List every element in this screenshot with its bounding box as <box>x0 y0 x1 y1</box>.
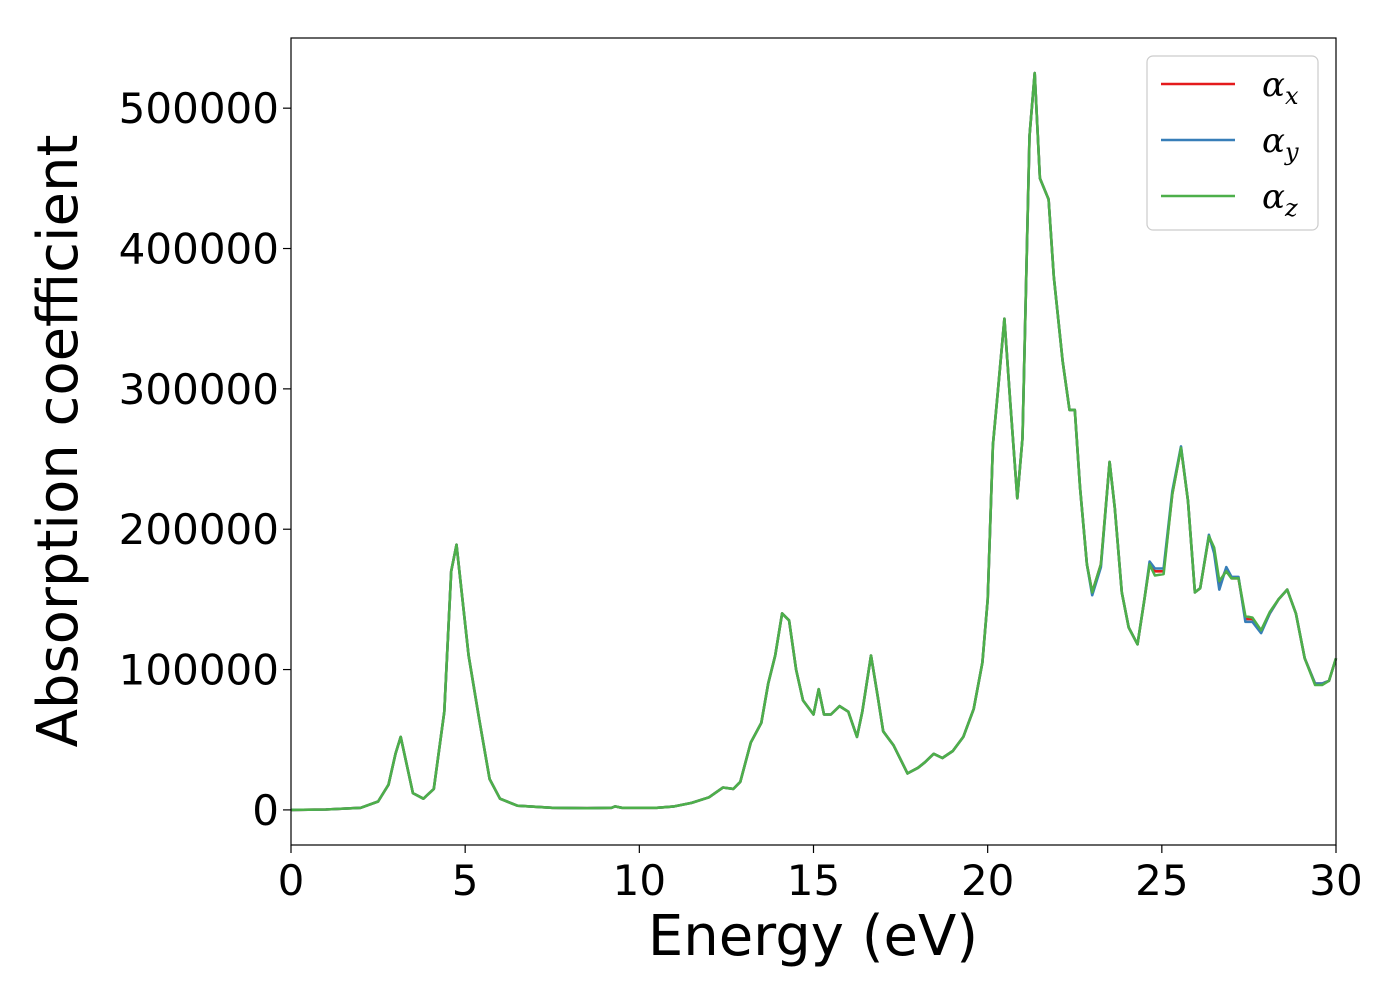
y-tick-label: 100000 <box>119 646 279 695</box>
x-tick-label: 30 <box>1309 856 1362 905</box>
y-axis-ticks: 0 100000 200000 300000 400000 500000 <box>119 84 291 835</box>
legend-label-1: αy <box>1262 121 1299 166</box>
x-tick-label: 25 <box>1135 856 1188 905</box>
legend: αx αy αz <box>1146 55 1319 231</box>
x-tick-label: 0 <box>278 856 305 905</box>
legend-label-0: αx <box>1262 65 1299 110</box>
x-axis-title: Energy (eV) <box>648 904 978 969</box>
y-tick-label: 500000 <box>119 84 279 133</box>
plot-lines <box>290 71 1338 812</box>
y-tick-label: 300000 <box>119 365 279 414</box>
x-tick-label: 10 <box>613 856 666 905</box>
y-tick-label: 400000 <box>119 225 279 274</box>
legend-label-2: αz <box>1262 177 1298 222</box>
x-axis-ticks: 0 5 10 15 20 25 30 <box>278 845 1363 905</box>
y-axis-title: Absorption coefficient <box>26 135 91 748</box>
x-tick-label: 20 <box>961 856 1014 905</box>
legend-box <box>1146 55 1319 231</box>
x-tick-label: 5 <box>452 856 479 905</box>
y-tick-label: 0 <box>252 786 279 835</box>
x-tick-label: 15 <box>787 856 840 905</box>
series-line-2 <box>290 71 1338 812</box>
y-tick-label: 200000 <box>119 505 279 554</box>
